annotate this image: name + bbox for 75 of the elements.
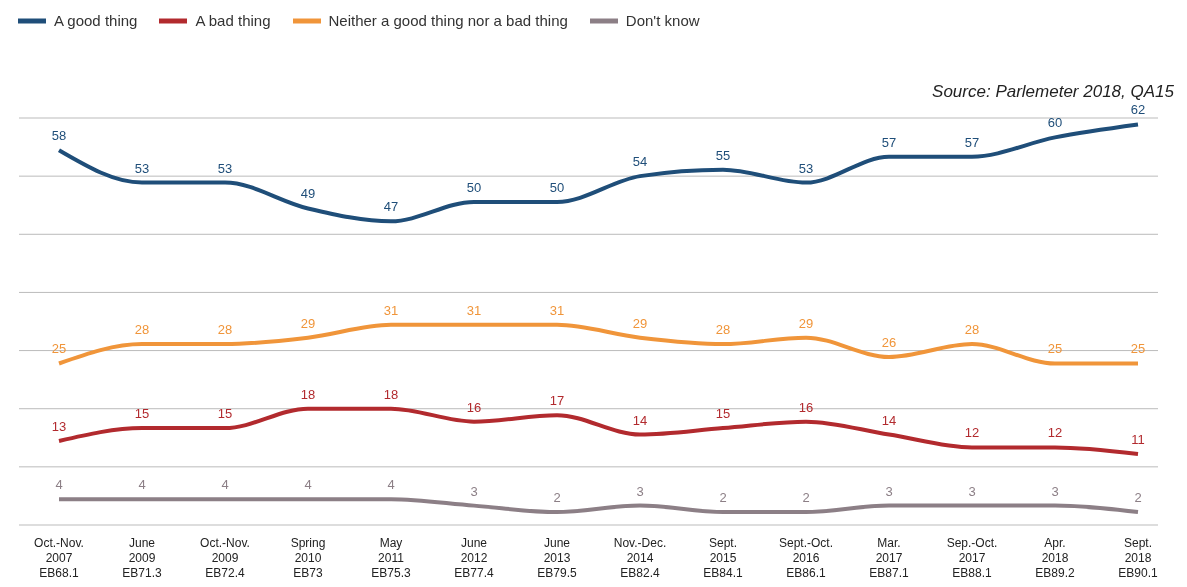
- data-label: 2: [719, 490, 727, 506]
- data-label: 14: [632, 412, 648, 428]
- x-tick-label: Sept.-Oct. 2016 EB86.1: [778, 536, 834, 580]
- data-label: 2: [553, 490, 561, 506]
- data-label: 16: [466, 399, 482, 415]
- data-label: 62: [1130, 102, 1146, 118]
- x-tick-label: May 2011 EB75.3: [371, 536, 411, 580]
- data-label: 53: [217, 160, 233, 176]
- legend-label: A bad thing: [194, 12, 271, 29]
- data-label: 4: [304, 477, 312, 493]
- data-label: 18: [383, 386, 399, 402]
- data-label: 18: [300, 386, 316, 402]
- legend-label: Don't know: [624, 12, 700, 29]
- x-tick-label: June 2012 EB77.4: [454, 536, 494, 580]
- data-label: 60: [1047, 115, 1063, 131]
- x-tick-label: Mar. 2017 EB87.1: [869, 536, 909, 580]
- data-label: 3: [470, 483, 478, 499]
- data-label: 28: [715, 322, 731, 338]
- data-label: 25: [1047, 341, 1063, 357]
- data-label: 50: [466, 179, 482, 195]
- data-label: 53: [134, 160, 150, 176]
- legend-label: Neither a good thing nor a bad thing: [327, 12, 568, 29]
- data-label: 4: [387, 477, 395, 493]
- data-label: 3: [885, 483, 893, 499]
- x-tick-label: Apr. 2018 EB89.2: [1035, 536, 1075, 580]
- data-label: 28: [134, 322, 150, 338]
- data-label: 16: [798, 399, 814, 415]
- data-label: 15: [715, 406, 731, 422]
- data-label: 53: [798, 160, 814, 176]
- data-label: 58: [51, 128, 67, 144]
- data-label: 49: [300, 186, 316, 202]
- data-label: 50: [549, 179, 565, 195]
- data-label: 2: [802, 490, 810, 506]
- data-label: 12: [964, 425, 980, 441]
- data-label: 55: [715, 147, 731, 163]
- data-label: 31: [383, 302, 399, 318]
- x-tick-label: Spring 2010 EB73: [290, 536, 326, 580]
- data-label: 3: [968, 483, 976, 499]
- data-label: 2: [1134, 490, 1142, 506]
- data-label: 25: [1130, 341, 1146, 357]
- data-label: 28: [217, 322, 233, 338]
- data-label: 28: [964, 322, 980, 338]
- data-label: 29: [632, 315, 648, 331]
- data-label: 57: [881, 134, 897, 150]
- data-label: 11: [1131, 431, 1145, 447]
- x-tick-label: Oct.-Nov. 2009 EB72.4: [200, 536, 250, 580]
- data-label: 47: [383, 199, 399, 215]
- data-label: 12: [1047, 425, 1063, 441]
- x-tick-label: June 2009 EB71.3: [122, 536, 162, 580]
- source-note: Source: Parlemeter 2018, QA15: [932, 82, 1174, 102]
- x-tick-label: June 2013 EB79.5: [537, 536, 577, 580]
- data-label: 4: [138, 477, 146, 493]
- data-label: 31: [549, 302, 565, 318]
- data-label: 3: [1051, 483, 1059, 499]
- x-tick-label: Oct.-Nov. 2007 EB68.1: [34, 536, 84, 580]
- data-label: 4: [55, 477, 63, 493]
- data-label: 25: [51, 341, 67, 357]
- data-label: 29: [798, 315, 814, 331]
- x-tick-label: Nov.-Dec. 2014 EB82.4: [613, 536, 667, 580]
- data-label: 14: [881, 412, 897, 428]
- data-label: 4: [221, 477, 229, 493]
- data-label: 31: [466, 302, 482, 318]
- data-label: 15: [134, 406, 150, 422]
- data-label: 57: [964, 134, 980, 150]
- data-label: 15: [217, 406, 233, 422]
- data-label: 3: [636, 483, 644, 499]
- data-label: 29: [300, 315, 316, 331]
- x-tick-label: Sept. 2015 EB84.1: [703, 536, 743, 580]
- x-tick-label: Sept. 2018 EB90.1: [1118, 536, 1158, 580]
- legend-label: A good thing: [53, 12, 138, 29]
- data-label: 54: [632, 154, 648, 170]
- data-label: 13: [51, 419, 67, 435]
- data-label: 17: [549, 393, 565, 409]
- x-tick-label: Sep.-Oct. 2017 EB88.1: [946, 536, 998, 580]
- data-label: 26: [881, 335, 897, 351]
